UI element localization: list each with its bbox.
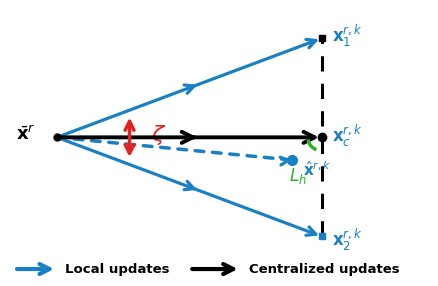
- Text: $\bar{\mathbf{x}}^r$: $\bar{\mathbf{x}}^r$: [16, 125, 35, 144]
- Text: $\zeta$: $\zeta$: [151, 122, 166, 146]
- Text: Local updates: Local updates: [65, 263, 170, 275]
- Text: $L_h$: $L_h$: [290, 166, 307, 186]
- Text: $\mathbf{x}_c^{r,k}$: $\mathbf{x}_c^{r,k}$: [332, 123, 363, 149]
- Text: $\hat{\mathbf{x}}^{r,k}$: $\hat{\mathbf{x}}^{r,k}$: [303, 160, 331, 179]
- Text: $\mathbf{x}_1^{r,k}$: $\mathbf{x}_1^{r,k}$: [332, 22, 363, 49]
- Text: $\mathbf{x}_2^{r,k}$: $\mathbf{x}_2^{r,k}$: [332, 226, 363, 253]
- Text: Centralized updates: Centralized updates: [249, 263, 400, 275]
